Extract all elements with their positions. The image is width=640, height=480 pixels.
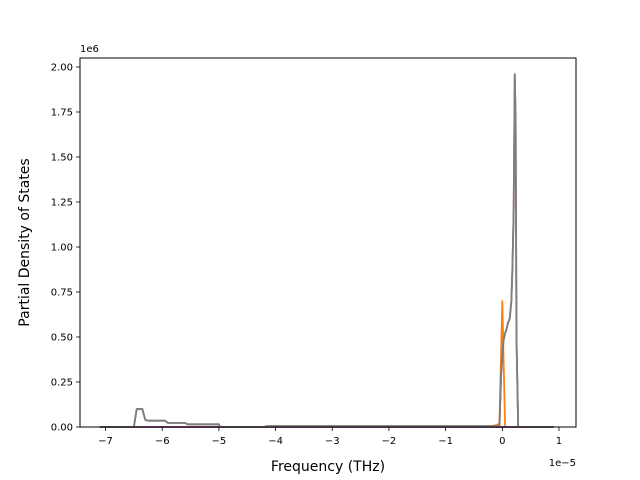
x-tick-label: 1 [556, 436, 562, 447]
x-tick-label: −6 [155, 436, 170, 447]
series-line-7 [99, 73, 554, 428]
y-tick-label: 1.50 [51, 153, 73, 164]
x-tick-label: −3 [325, 436, 340, 447]
y-tick-label: 1.00 [51, 243, 73, 254]
y-tick-label: 2.00 [51, 63, 73, 74]
x-tick-label: −7 [98, 436, 113, 447]
y-tick-label: 0.75 [51, 288, 73, 299]
y-axis-label: Partial Density of States [17, 158, 33, 326]
y-tick-label: 0.00 [51, 423, 73, 434]
x-offset-label: 1e−5 [549, 458, 576, 469]
x-axis-label: Frequency (THz) [271, 459, 385, 475]
y-tick-label: 1.75 [51, 108, 73, 119]
y-tick-label: 0.25 [51, 378, 73, 389]
y-offset-label: 1e6 [80, 44, 99, 55]
x-axis-ticks: −7 −6 −5 −4 −3 −2 −1 0 1 [98, 427, 562, 447]
y-tick-label: 1.25 [51, 198, 73, 209]
x-tick-label: −4 [268, 436, 283, 447]
x-tick-label: −1 [438, 436, 453, 447]
x-tick-label: −5 [212, 436, 227, 447]
y-axis-ticks: 0.00 0.25 0.50 0.75 1.00 1.25 1.50 1.75 2.00 [51, 63, 80, 434]
y-tick-label: 0.50 [51, 333, 73, 344]
x-tick-label: 0 [499, 436, 505, 447]
x-tick-label: −2 [382, 436, 397, 447]
plot-frame [79, 57, 577, 428]
